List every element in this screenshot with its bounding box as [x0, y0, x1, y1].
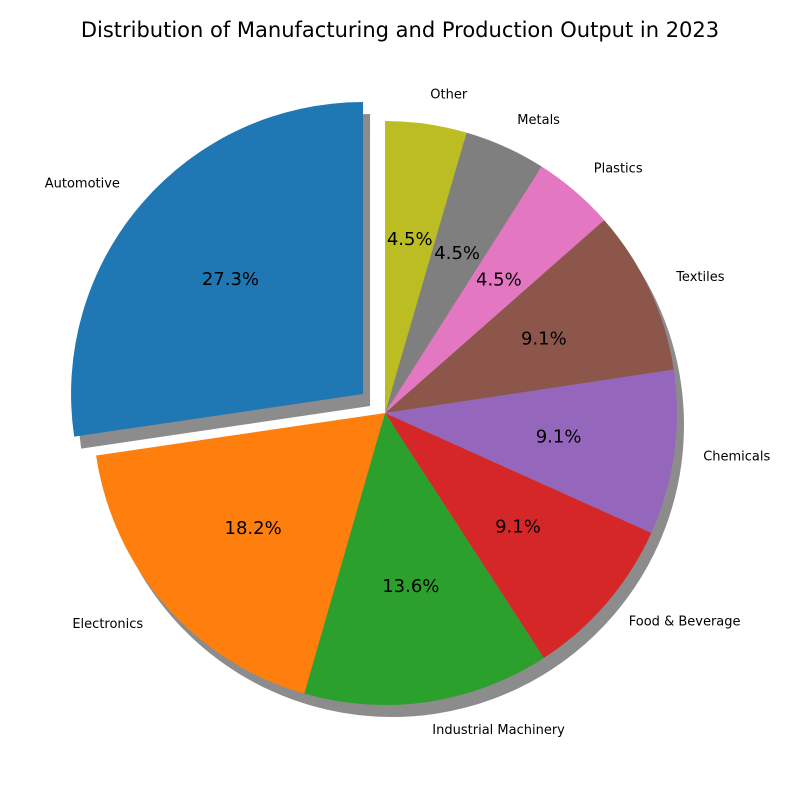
pie-slice-industrial-machinery [304, 413, 544, 705]
percent-label-other: 4.5% [387, 229, 433, 250]
pie-slice-other [385, 121, 467, 413]
category-label-other: Other [430, 88, 468, 103]
percent-label-metals: 4.5% [434, 243, 480, 264]
category-label-chemicals: Chemicals [703, 449, 770, 464]
slice-layer [71, 102, 677, 705]
percent-label-chemicals: 9.1% [536, 426, 582, 447]
chart-title: Distribution of Manufacturing and Produc… [80, 18, 720, 42]
percent-label-automotive: 27.3% [202, 269, 259, 290]
pie-slice-automotive [71, 102, 364, 437]
category-label-automotive: Automotive [45, 177, 120, 192]
category-label-plastics: Plastics [594, 161, 643, 176]
pie-slice-metals [385, 132, 542, 413]
percent-label-industrial-machinery: 13.6% [382, 576, 439, 597]
percent-label-textiles: 9.1% [521, 329, 567, 350]
percent-label-plastics: 4.5% [476, 269, 522, 290]
label-layer: 27.3% Automotive 18.2% Electronics 13.6% Indu… [45, 88, 771, 739]
pie-slice-food-and-beverage [385, 413, 652, 658]
pie-slice-plastics [385, 166, 605, 413]
category-label-industrial-machinery: Industrial Machinery [432, 723, 565, 738]
pie-slice-textiles [385, 220, 674, 413]
category-label-electronics: Electronics [72, 617, 143, 632]
category-label-food-and-beverage: Food & Beverage [629, 615, 741, 630]
category-label-metals: Metals [517, 113, 560, 128]
pie-slice-electronics [96, 413, 386, 694]
pie-slice-chemicals [385, 369, 677, 533]
category-label-textiles: Textiles [675, 270, 725, 285]
percent-label-food-and-beverage: 9.1% [495, 517, 541, 538]
percent-label-electronics: 18.2% [225, 518, 282, 539]
